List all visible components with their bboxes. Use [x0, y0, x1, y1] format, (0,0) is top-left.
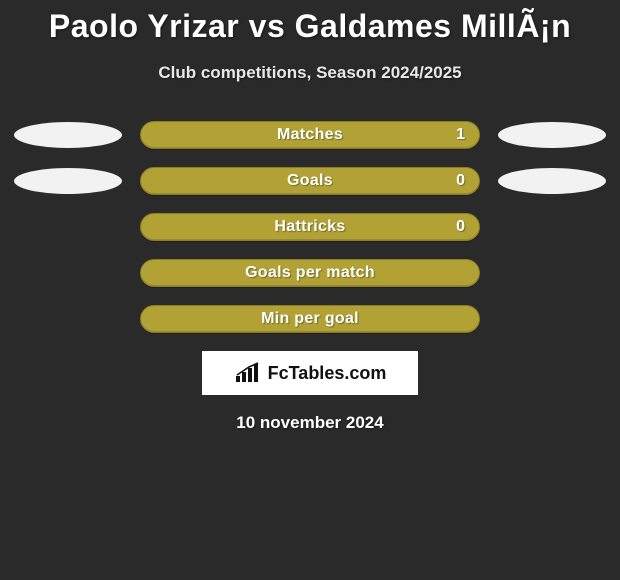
left-pill: [14, 122, 122, 148]
stat-label: Min per goal: [261, 310, 359, 328]
stat-label: Goals per match: [245, 264, 375, 282]
stat-value-right: 0: [456, 218, 465, 236]
stat-bar: Hattricks 0: [140, 213, 480, 241]
stat-label: Goals: [287, 172, 333, 190]
stat-row-hattricks: Hattricks 0: [0, 213, 620, 241]
widget-root: Paolo Yrizar vs Galdames MillÃ¡n Club co…: [0, 0, 620, 580]
stat-bar: Goals per match: [140, 259, 480, 287]
stat-value-right: 1: [456, 126, 465, 144]
stat-row-min-per-goal: Min per goal: [0, 305, 620, 333]
stat-row-goals-per-match: Goals per match: [0, 259, 620, 287]
page-subtitle: Club competitions, Season 2024/2025: [0, 63, 620, 83]
logo-text: FcTables.com: [268, 363, 387, 384]
stat-row-matches: Matches 1: [0, 121, 620, 149]
stat-label: Matches: [277, 126, 343, 144]
widget-date: 10 november 2024: [0, 413, 620, 433]
page-title: Paolo Yrizar vs Galdames MillÃ¡n: [0, 8, 620, 45]
stat-label: Hattricks: [274, 218, 345, 236]
fctables-link[interactable]: FcTables.com: [202, 351, 418, 395]
stats-list: Matches 1 Goals 0 Hattricks 0 Goals: [0, 121, 620, 333]
stat-bar: Matches 1: [140, 121, 480, 149]
stat-row-goals: Goals 0: [0, 167, 620, 195]
stat-bar: Goals 0: [140, 167, 480, 195]
stat-value-right: 0: [456, 172, 465, 190]
left-pill: [14, 168, 122, 194]
stat-bar: Min per goal: [140, 305, 480, 333]
right-pill: [498, 168, 606, 194]
bar-chart-icon: [234, 362, 262, 384]
right-pill: [498, 122, 606, 148]
